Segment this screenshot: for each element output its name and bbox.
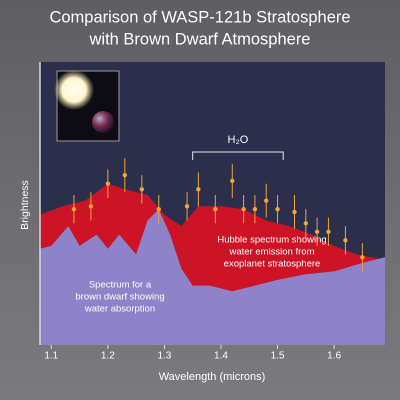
title-line: with Brown Dwarf Atmosphere — [88, 30, 310, 48]
data-point — [252, 206, 258, 212]
annotation-text: Spectrum for a — [89, 280, 152, 291]
data-point — [275, 206, 280, 212]
h2o-bracket — [192, 151, 284, 160]
title-line: Comparison of WASP-121b Stratosphere — [49, 8, 350, 26]
x-axis-label: Wavelength (microns) — [159, 371, 266, 383]
annotation-text: exoplanet stratosphere — [224, 259, 321, 270]
data-point — [264, 198, 269, 203]
data-point — [343, 238, 348, 243]
data-point — [122, 173, 128, 178]
x-tick-label: 1.4 — [214, 351, 228, 362]
data-point — [314, 229, 320, 234]
data-point — [184, 204, 190, 209]
data-point — [196, 187, 201, 192]
star — [54, 70, 94, 110]
data-point — [139, 187, 145, 192]
x-tick-label: 1.6 — [327, 351, 341, 362]
y-axis-label: Brightness — [19, 180, 31, 230]
x-tick-label: 1.1 — [44, 351, 58, 362]
data-point — [105, 181, 111, 186]
data-point — [156, 206, 161, 212]
annotation-text: water absorption — [84, 304, 155, 315]
annotation-text: brown dwarf showing — [75, 292, 164, 303]
data-point — [71, 206, 77, 212]
data-point — [326, 229, 331, 234]
data-point — [213, 206, 218, 212]
data-point — [292, 209, 297, 215]
x-tick-label: 1.2 — [101, 351, 115, 362]
spectrum-area — [40, 209, 385, 345]
planet — [92, 111, 114, 133]
annotation-text: water emission from — [229, 247, 315, 258]
annotation-text: Hubble spectrum showing — [217, 235, 326, 246]
x-tick-label: 1.5 — [271, 351, 285, 362]
data-point — [241, 206, 246, 212]
data-point — [303, 221, 309, 226]
data-point — [230, 178, 235, 184]
h2o-label: H₂O — [228, 134, 249, 146]
data-point — [88, 204, 94, 209]
inset-image — [54, 70, 120, 142]
plot — [40, 158, 385, 345]
x-tick-label: 1.3 — [157, 351, 171, 362]
data-point — [360, 255, 365, 260]
